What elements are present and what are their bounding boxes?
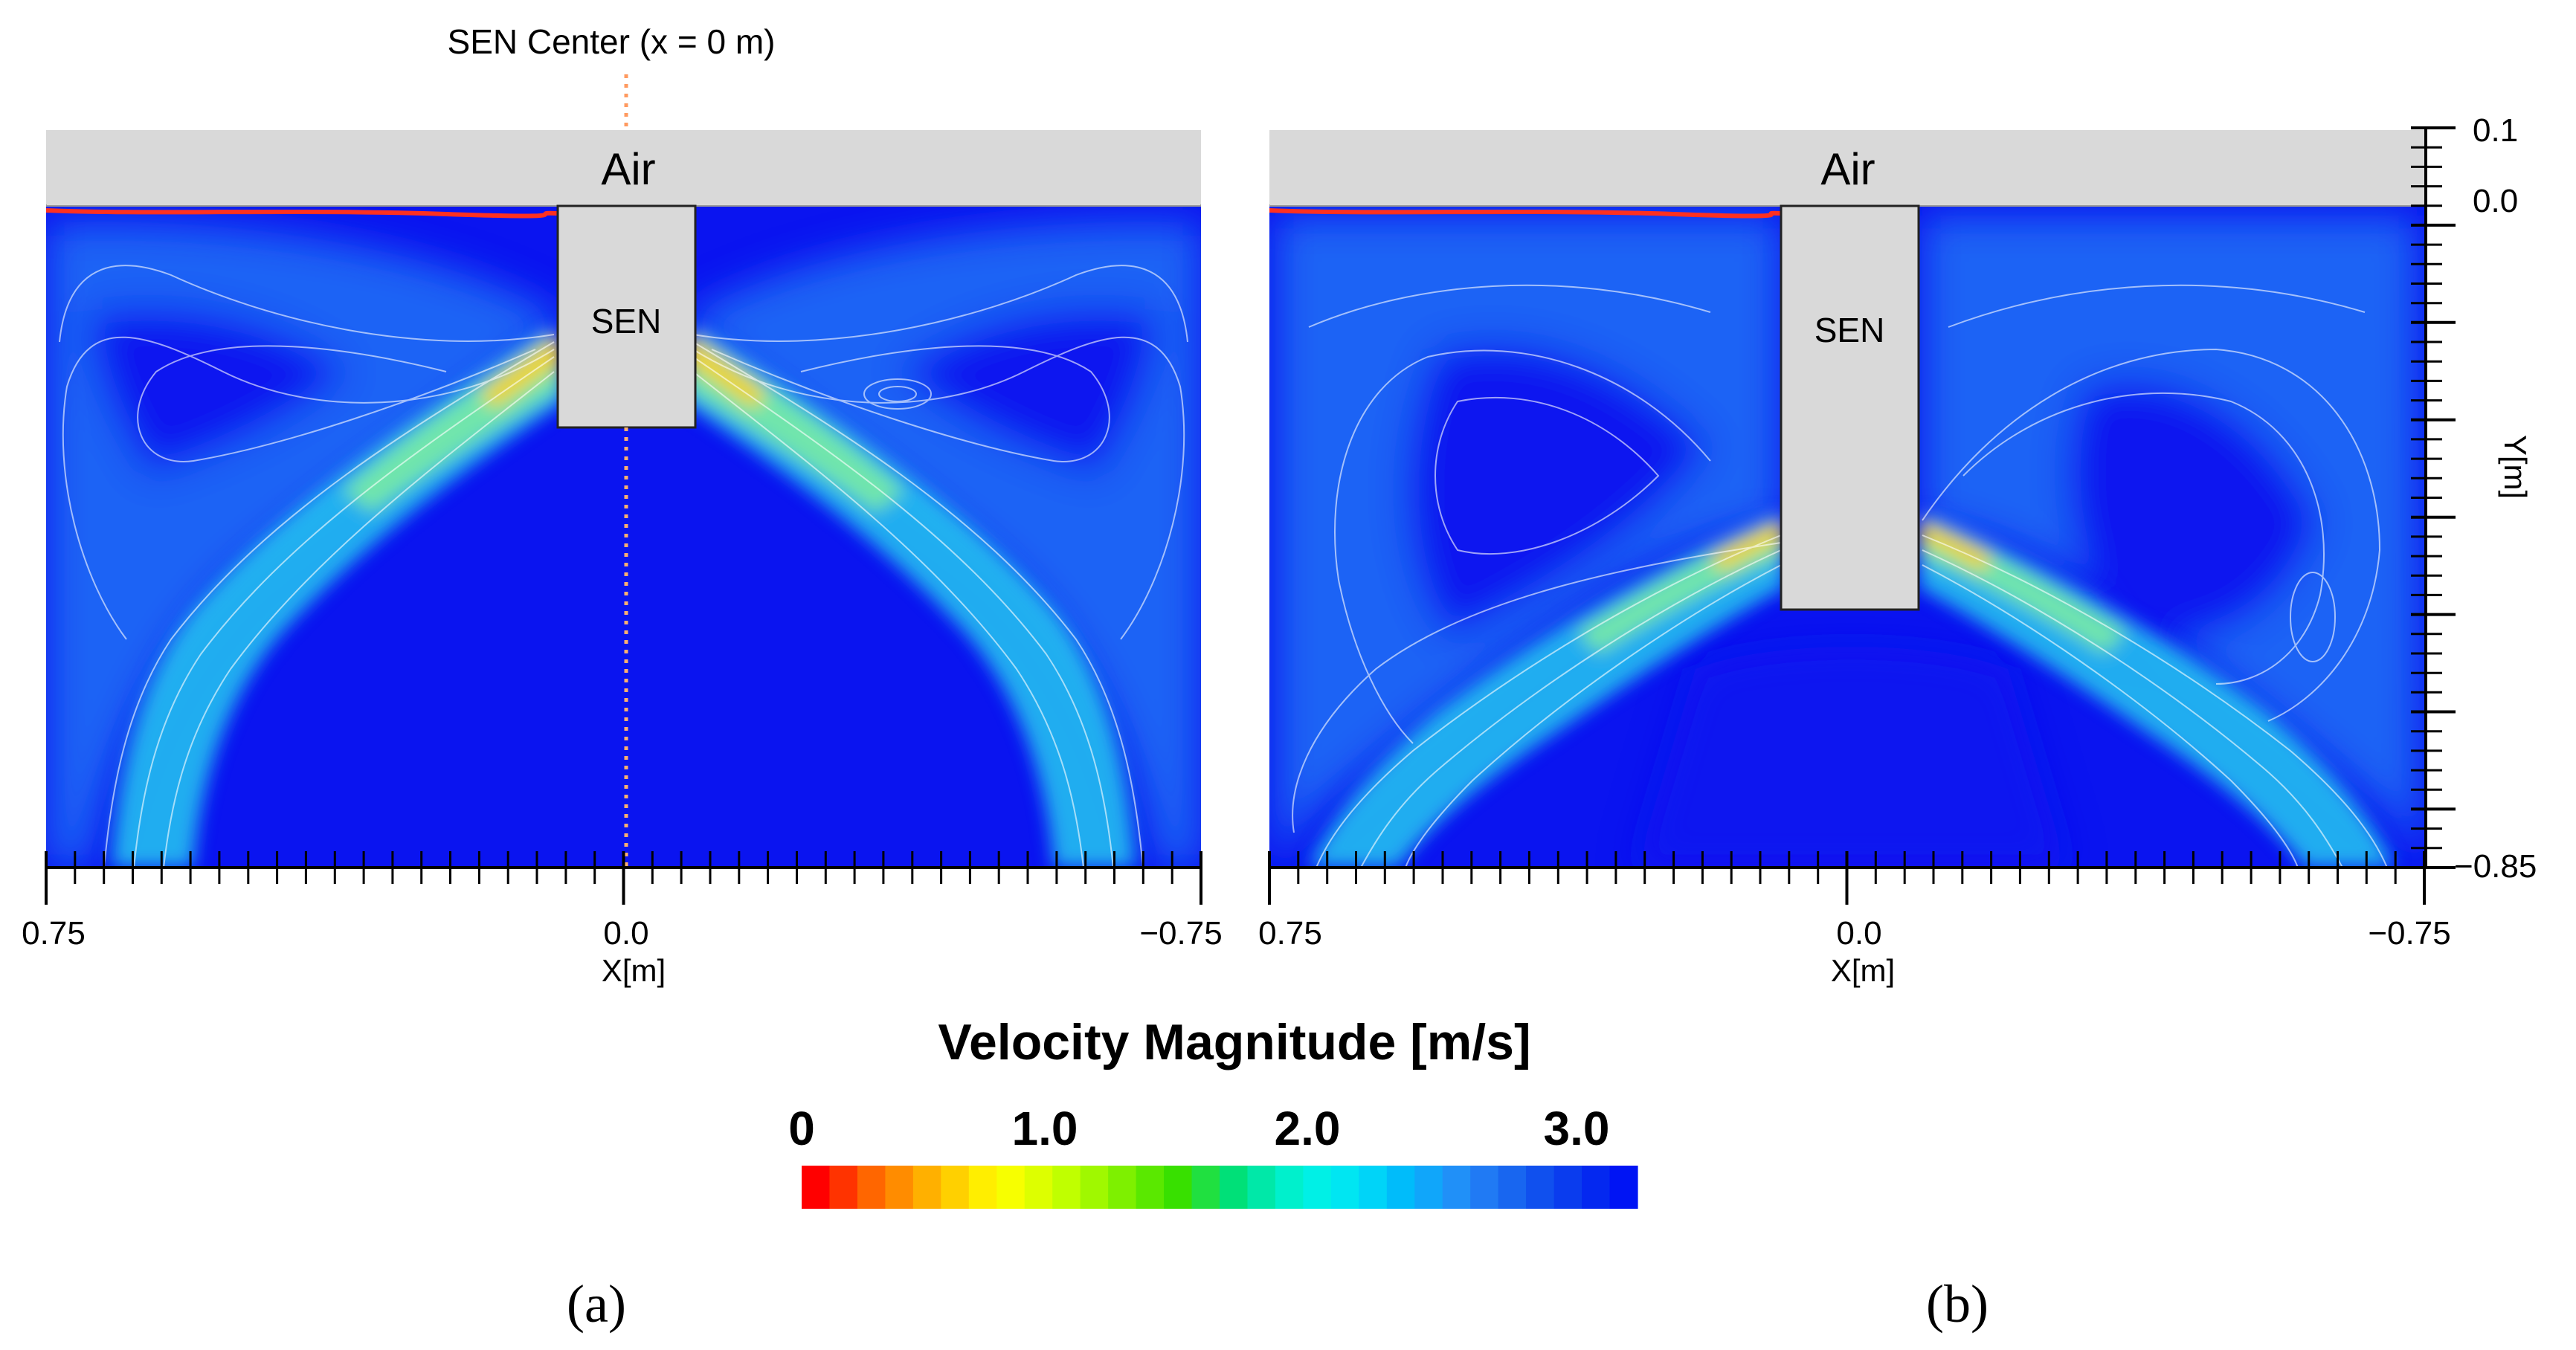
legend-tick-3: 3.0 bbox=[1544, 1102, 1610, 1155]
panel-a-x-axis-label: X[m] bbox=[602, 953, 666, 988]
panel-a-interface-line bbox=[46, 208, 558, 219]
panel-a-streamlines bbox=[59, 265, 1188, 868]
legend-color-swatch bbox=[1414, 1166, 1443, 1209]
legend-color-swatch bbox=[1470, 1166, 1499, 1209]
legend-color-swatch bbox=[1442, 1166, 1471, 1209]
legend-color-swatch bbox=[1024, 1166, 1053, 1209]
panel-b-air-region-frame bbox=[1269, 130, 2424, 204]
panel-a-jets bbox=[112, 327, 1136, 868]
legend-color-swatch bbox=[857, 1166, 886, 1209]
legend-color-swatch bbox=[1330, 1166, 1359, 1209]
panel-b-x-axis-label: X[m] bbox=[1831, 953, 1895, 988]
panel-b-sen-label: SEN bbox=[1815, 311, 1885, 349]
panel-b-flow-field bbox=[1269, 204, 2424, 868]
legend-tick-1: 1.0 bbox=[1012, 1102, 1078, 1155]
panel-a-sen-label: SEN bbox=[591, 302, 662, 340]
panel-b-x-tick-center: 0.0 bbox=[1836, 915, 1881, 952]
legend-tick-0: 0 bbox=[788, 1102, 815, 1155]
legend-color-swatch bbox=[1386, 1166, 1415, 1209]
legend-color-swatch bbox=[1136, 1166, 1165, 1209]
legend-color-swatch bbox=[1220, 1166, 1249, 1209]
legend-color-swatch bbox=[1359, 1166, 1388, 1209]
panel-b-streamlines bbox=[1292, 284, 2388, 868]
legend-color-swatch bbox=[1526, 1166, 1555, 1209]
panel-b-y-tick-top: 0.1 bbox=[2473, 112, 2518, 149]
panel-b-x-tick-left: 0.75 bbox=[1258, 915, 1322, 952]
panel-a-x-tick-center: 0.0 bbox=[603, 915, 648, 952]
legend-colorbar bbox=[802, 1166, 1638, 1209]
panel-a-x-tick-left: 0.75 bbox=[22, 915, 86, 952]
panel-b-y-tick-bottom: −0.85 bbox=[2454, 848, 2537, 885]
panel-a-velocity-contours bbox=[46, 222, 1201, 868]
panel-a-air-label: Air bbox=[601, 144, 655, 194]
legend-color-swatch bbox=[802, 1166, 831, 1209]
legend-color-swatch bbox=[941, 1166, 970, 1209]
panel-a-air-region-frame bbox=[46, 130, 1201, 204]
panel-b-y-tick-zero: 0.0 bbox=[2473, 183, 2518, 219]
legend-color-swatch bbox=[1275, 1166, 1304, 1209]
panel-a-x-axis: 0.75 0.0 −0.75 X[m] bbox=[22, 851, 1223, 988]
panel-a-x-minor-ticks bbox=[45, 851, 1202, 905]
panel-b-x-minor-ticks bbox=[1268, 851, 2426, 905]
legend-color-swatch bbox=[1191, 1166, 1220, 1209]
legend-color-swatch bbox=[885, 1166, 914, 1209]
panel-b-y-axis: 0.1 0.0 −0.85 Y[m] bbox=[2411, 112, 2537, 885]
panel-a-label: (a) bbox=[567, 1274, 626, 1334]
panel-a-flow-field bbox=[46, 204, 1201, 868]
legend-color-swatch bbox=[1164, 1166, 1193, 1209]
panel-b-x-axis: 0.75 0.0 −0.75 X[m] bbox=[1258, 851, 2451, 988]
panel-b-air-label: Air bbox=[1820, 144, 1875, 194]
panel-b-velocity-contours bbox=[1275, 216, 2421, 868]
panel-a-x-tick-right: −0.75 bbox=[1139, 915, 1222, 952]
panel-b-sen bbox=[1780, 204, 1920, 611]
legend-color-swatch bbox=[1553, 1166, 1582, 1209]
panel-a-sen bbox=[556, 204, 697, 429]
legend-color-swatch bbox=[1247, 1166, 1276, 1209]
legend-color-swatch bbox=[1080, 1166, 1109, 1209]
legend-color-swatch bbox=[1303, 1166, 1332, 1209]
legend-color-swatch bbox=[829, 1166, 858, 1209]
legend-color-swatch bbox=[912, 1166, 941, 1209]
legend-color-swatch bbox=[1108, 1166, 1137, 1209]
legend-color-swatch bbox=[1609, 1166, 1638, 1209]
legend-title: Velocity Magnitude [m/s] bbox=[938, 1014, 1530, 1070]
panel-b: Air SEN 0.75 0.0 −0.75 X[m] 0.1 0.0 −0.8… bbox=[1258, 112, 2537, 1334]
legend-tick-2: 2.0 bbox=[1275, 1102, 1341, 1155]
velocity-legend: Velocity Magnitude [m/s] 0 1.0 2.0 3.0 bbox=[788, 1014, 1638, 1209]
panel-b-x-tick-right: −0.75 bbox=[2368, 915, 2450, 952]
legend-color-swatch bbox=[1052, 1166, 1081, 1209]
panel-b-label: (b) bbox=[1926, 1274, 1989, 1334]
panel-a: Air SEN SEN Center (x = 0 m) 0.75 0.0 −0… bbox=[22, 22, 1222, 1334]
legend-color-swatch bbox=[996, 1166, 1025, 1209]
panel-b-y-minor-ticks bbox=[2411, 126, 2456, 869]
panel-b-y-axis-label: Y[m] bbox=[2498, 435, 2533, 499]
legend-color-swatch bbox=[1582, 1166, 1611, 1209]
panel-b-interface-line bbox=[1269, 208, 1782, 219]
sen-center-annotation: SEN Center (x = 0 m) bbox=[448, 22, 776, 61]
legend-color-swatch bbox=[1498, 1166, 1527, 1209]
legend-color-swatch bbox=[968, 1166, 997, 1209]
